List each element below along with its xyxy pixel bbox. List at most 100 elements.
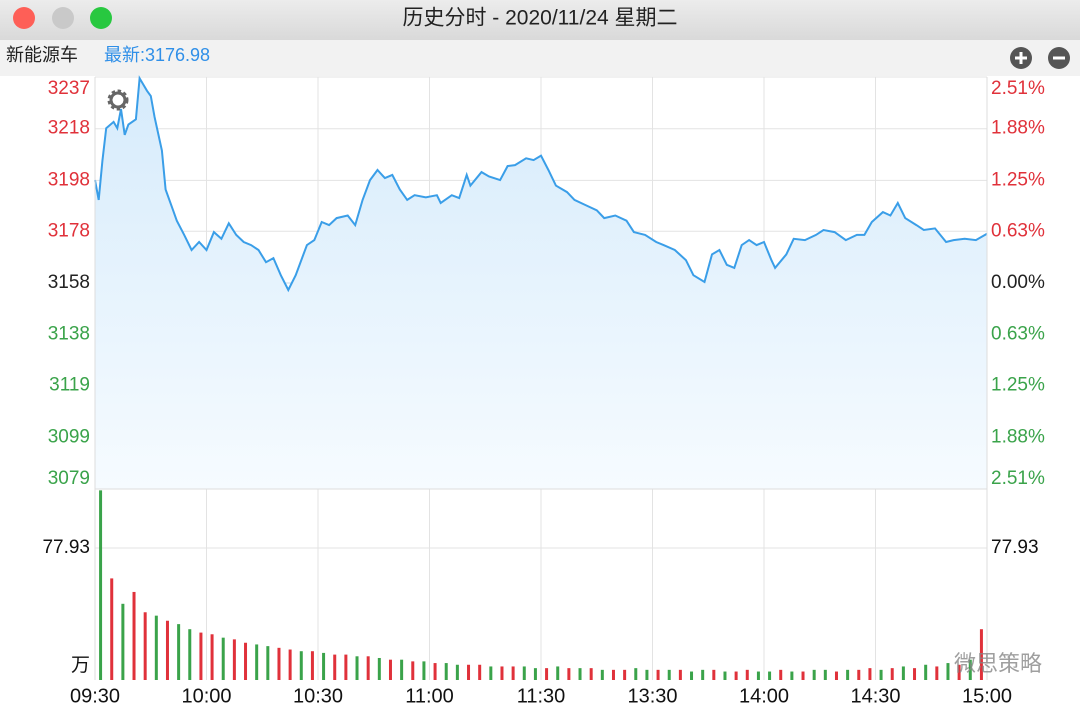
volume-bar [110, 578, 114, 680]
y2-tick-label: 2.51% [991, 78, 1045, 99]
volume-bar [188, 629, 192, 680]
title-bar [0, 0, 1080, 40]
volume-bar [221, 637, 225, 680]
zoom-in[interactable] [1010, 47, 1032, 69]
volume-bar [846, 669, 850, 680]
volume-bar [377, 657, 381, 680]
y-tick-label: 3198 [48, 169, 90, 190]
volume-bar [121, 603, 125, 680]
volume-bar [422, 661, 426, 680]
volume-bar [645, 669, 649, 680]
y2-tick-label: 0.00% [991, 272, 1045, 293]
y-tick-label: 3099 [48, 426, 90, 447]
volume-bar [745, 669, 749, 680]
latest-price: 最新:3176.98 [104, 45, 210, 65]
volume-bar [756, 671, 760, 680]
volume-bar [734, 671, 738, 680]
y-tick-label: 3178 [48, 220, 90, 241]
volume-bar [288, 649, 292, 680]
volume-bar [834, 671, 838, 680]
volume-bar [957, 664, 961, 680]
y-tick-label: 3138 [48, 324, 90, 345]
volume-bar [901, 666, 905, 680]
volume-bar [199, 632, 203, 680]
volume-bar [667, 669, 671, 680]
x-tick-label: 14:30 [850, 685, 900, 707]
volume-unit: 万 [71, 655, 90, 676]
volume-bar [366, 656, 370, 680]
price-line [94, 75, 988, 293]
volume-bar [255, 644, 259, 680]
minimize-button[interactable] [52, 7, 74, 29]
settings-icon[interactable] [107, 89, 129, 111]
y-tick-label: 3218 [48, 118, 90, 139]
y2-tick-label: 1.88% [991, 426, 1045, 447]
y2-tick-label: 0.63% [991, 324, 1045, 345]
volume-bar [467, 664, 471, 680]
volume-bar [768, 671, 772, 680]
volume-bar [489, 666, 493, 680]
y2-tick-label: 2.51% [991, 468, 1045, 489]
volume-bar [322, 652, 326, 680]
volume-bar [143, 612, 147, 680]
x-tick-label: 15:00 [962, 685, 1012, 707]
price-area [95, 78, 987, 490]
y2-tick-label: 77.93 [991, 537, 1039, 558]
y-tick-label: 3237 [48, 78, 90, 99]
volume-bar [924, 664, 928, 680]
volume-bar [344, 654, 348, 680]
volume-bar [99, 490, 103, 680]
volume-bar [890, 668, 894, 680]
volume-bar [913, 668, 917, 680]
volume-bar [578, 668, 582, 680]
volume-bar [556, 666, 560, 680]
zoom-button[interactable] [90, 7, 112, 29]
plot: 09:30 10:00 10:30 11:00 11:30 13:30 14:00 14:30… [42, 75, 1045, 707]
x-tick-label: 11:00 [405, 685, 454, 707]
x-tick-label: 11:30 [517, 685, 566, 707]
volume-bar [355, 656, 359, 680]
watermark: 微思策略 [954, 651, 1042, 676]
y-tick-label: 3079 [48, 468, 90, 489]
volume-bar [701, 669, 705, 680]
volume-bar [879, 669, 883, 680]
volume-bar [656, 669, 660, 680]
volume-bar [812, 669, 816, 680]
close-button[interactable] [13, 7, 35, 29]
volume-bar [478, 664, 482, 680]
volume-bar [277, 647, 281, 680]
volume-bar [690, 671, 694, 680]
volume-bar [132, 591, 136, 680]
volume-bar [634, 668, 638, 680]
header-bar [0, 40, 1080, 76]
volume-bar [935, 666, 939, 680]
volume-bar [946, 663, 950, 680]
volume-bar [310, 651, 314, 680]
volume-bar [177, 624, 181, 680]
volume-bar [823, 669, 827, 680]
volume-bar [299, 651, 303, 680]
y-tick-label: 3158 [48, 272, 90, 293]
volume-bar [500, 666, 504, 680]
zoom-out[interactable] [1048, 47, 1070, 69]
volume-bar [244, 642, 248, 680]
symbol: 新能源车 [6, 45, 78, 65]
volume-bar [455, 664, 459, 680]
volume-bar [522, 666, 526, 680]
volume-bar [623, 669, 627, 680]
volume-bar [444, 663, 448, 680]
y2-tick-label: 0.63% [991, 220, 1045, 241]
y-tick-label: 3119 [49, 375, 90, 396]
x-tick-label: 13:30 [627, 685, 677, 707]
volume-bar [712, 669, 716, 680]
volume-bar [433, 663, 437, 680]
volume-bar [545, 668, 549, 680]
volume-bar [600, 669, 604, 680]
x-tick-label: 10:00 [181, 685, 231, 707]
volume-bar [400, 659, 404, 680]
y2-tick-label: 1.88% [991, 118, 1045, 139]
volume-bar [678, 669, 682, 680]
volume-bar [165, 620, 169, 680]
